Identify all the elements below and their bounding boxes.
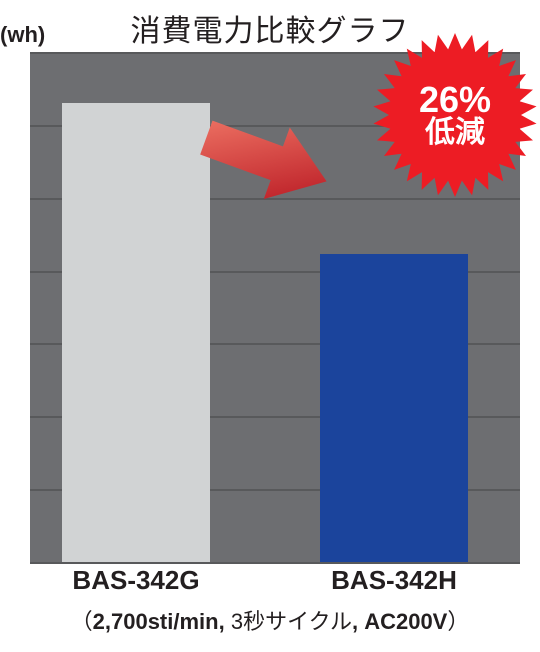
x-label-1: BAS-342H [294,565,494,596]
footnote-open-paren: （ [71,609,93,634]
footnote-spec2: 3秒サイクル [231,609,352,634]
bar-0 [62,103,210,562]
callout-percent: 26% [419,79,491,120]
bar-1 [320,254,468,562]
callout-reduction-label: 低減 [425,116,485,149]
reduction-arrow-icon [195,95,355,230]
reduction-callout: 26% 低減 [370,30,540,200]
footnote-spec3: , AC200V [352,609,447,634]
x-label-0: BAS-342G [36,565,236,596]
callout-text: 26% 低減 [419,82,491,148]
footnote-spec1: 2,700sti/min, [93,609,231,634]
footnote: （2,700sti/min, 3秒サイクル, AC200V） [0,604,540,636]
y-axis-unit: (wh) [0,22,45,48]
footnote-close-paren: ） [447,609,469,634]
